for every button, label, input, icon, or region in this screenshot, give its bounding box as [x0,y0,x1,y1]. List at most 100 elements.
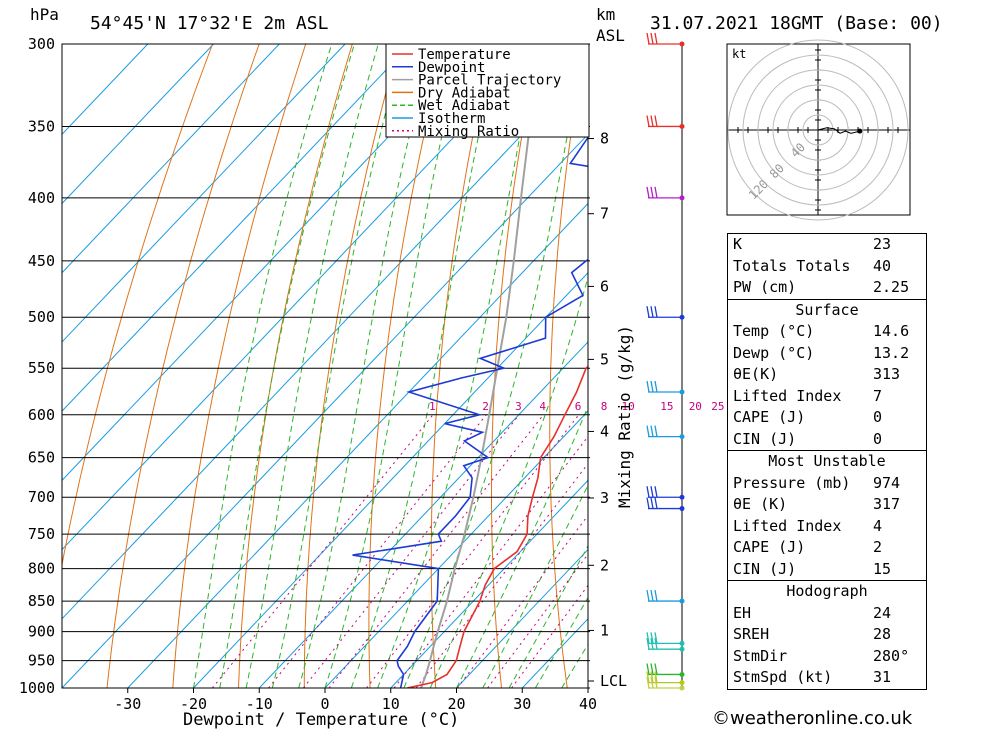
wind-barb-feather [651,498,653,509]
pressure-tick-label: 750 [28,525,55,543]
wind-barb-feather [651,187,653,198]
pressure-tick-label: 850 [28,592,55,610]
wind-barb-dot [680,641,685,646]
wind-barb-feather [647,590,649,601]
wind-barb-feather [655,426,657,437]
datetime-title: 31.07.2021 18GMT (Base: 00) [650,13,943,34]
stat-row: Pressure (mb)974 [728,473,926,495]
stat-row-pw: PW (cm)2.25 [728,277,926,299]
wind-barb-feather [655,486,657,497]
wind-barb-feather [651,381,653,392]
wind-barb-dot [680,434,685,439]
wind-barb-feather [647,187,649,198]
mixing-ratio-axis-title: Mixing Ratio (g/kg) [615,325,634,508]
mixing-ratio-line [367,415,579,688]
wet-adiabat-line [457,44,700,688]
mixing-ratio-line [488,415,693,688]
dry-adiabat-line [958,44,1000,688]
stat-row: θE(K)313 [728,364,926,386]
stat-row: CAPE (J)0 [728,407,926,429]
asl-unit-label: ASL [596,26,625,45]
pressure-axis: 3003504004505005506006507007508008509009… [19,35,55,697]
pressure-tick-label: 300 [28,35,55,53]
x-axis-title: Dewpoint / Temperature (°C) [183,710,459,730]
pressure-tick-label: 600 [28,406,55,424]
wind-barb-dot [680,599,685,604]
pressure-tick-label: 500 [28,308,55,326]
mixing-ratio-label: 25 [711,400,724,413]
mixing-ratio-label: 1 [429,400,436,413]
wind-barb-feather [647,381,649,392]
wind-barb-feather [655,590,657,601]
wet-adiabat-line [220,44,355,688]
pressure-tick-label: 650 [28,449,55,467]
wet-adiabat-line [246,44,378,688]
wet-adiabat-line [325,44,463,688]
mixing-ratio-label: 20 [689,400,702,413]
wind-barb-feather [655,381,657,392]
mixing-ratio-label: 15 [660,400,673,413]
altitude-tick-label: 5 [600,350,609,368]
wind-barb-feather [655,306,657,317]
isotherm-line [0,44,148,688]
altitude-tick-label: LCL [600,672,627,690]
stat-row: Temp (°C)14.6 [728,321,926,343]
km-unit-label: km [596,5,615,24]
most-unstable-title: Most Unstable [728,451,926,473]
wind-barb-dot [680,124,685,129]
isotherm-line [62,44,674,688]
wind-barb-dot [680,42,685,47]
mixing-ratio-label: 4 [539,400,546,413]
wet-adiabat-line [378,44,539,688]
pressure-tick-label: 950 [28,652,55,670]
mixing-ratio-line [212,415,433,688]
wind-barb-feather [647,306,649,317]
pressure-unit-label: hPa [30,5,59,24]
mixing-ratio-label: 8 [601,400,608,413]
stat-row: θE (K)317 [728,494,926,516]
legend-label: Mixing Ratio [418,124,519,140]
pressure-tick-label: 450 [28,252,55,270]
series-parcel-trajectory [421,44,542,688]
altitude-tick-label: 8 [600,130,609,148]
wind-barb-dot [680,647,685,652]
altitude-tick-label: 7 [600,205,609,223]
wind-barb-feather [655,115,657,126]
pressure-tick-label: 900 [28,623,55,641]
altitude-tick-label: 2 [600,556,609,574]
wind-barb-feather [655,498,657,509]
surface-title: Surface [728,300,926,322]
pressure-tick-label: 700 [28,488,55,506]
stat-row: CIN (J)0 [728,429,926,451]
wind-barb-dot [680,672,685,677]
wind-barb-dot [680,680,685,685]
wind-barb-feather [647,33,649,44]
wind-barb-feather [647,486,649,497]
pressure-tick-label: 800 [28,560,55,578]
altitude-tick-label: 1 [600,621,609,639]
location-title: 54°45'N 17°32'E 2m ASL [90,13,329,34]
mixing-ratio-line [303,415,519,688]
copyright: ©weatheronline.co.uk [712,708,912,729]
dry-adiabat-line [661,44,699,688]
wind-barb-dot [680,315,685,320]
pressure-tick-label: 550 [28,359,55,377]
hodograph-unit: kt [732,47,746,61]
altitude-tick-label: 3 [600,489,609,507]
pressure-lines [62,44,590,688]
wind-barb-feather [651,426,653,437]
altitude-tick-label: 6 [600,277,609,295]
hodograph-title: Hodograph [728,581,926,603]
series-dewpoint [353,44,641,688]
wind-barbs [647,33,685,691]
